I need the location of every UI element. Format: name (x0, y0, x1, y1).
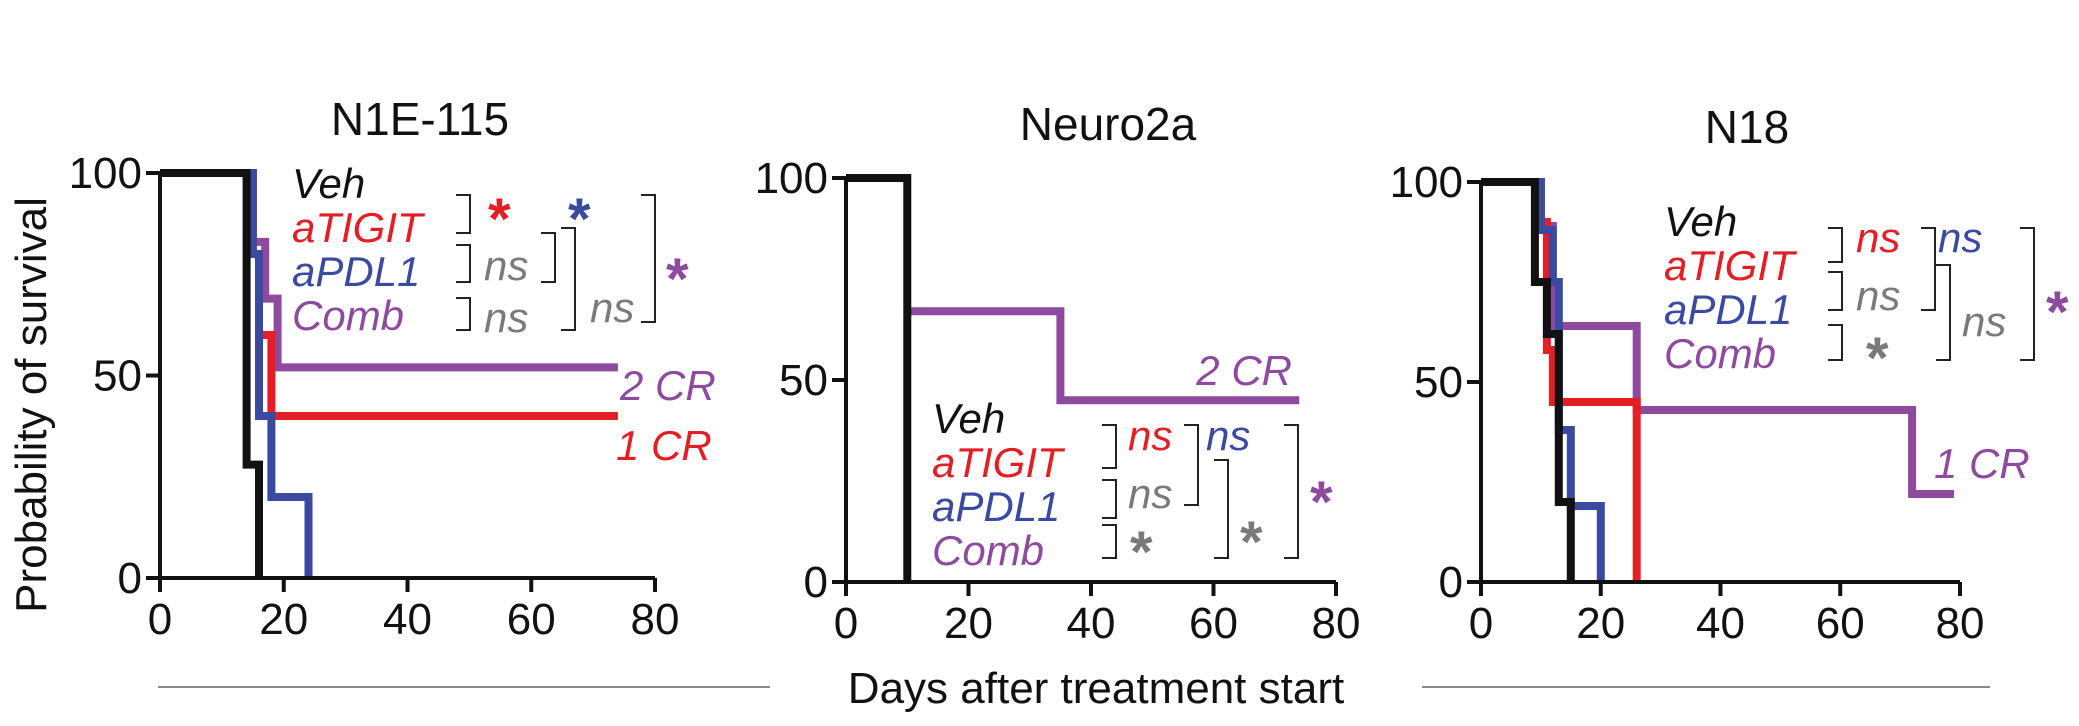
x-tick-label: 60 (507, 595, 556, 644)
significance-bracket (1921, 227, 1936, 311)
x-tick-label: 0 (834, 599, 858, 648)
significance-bracket (456, 297, 471, 331)
chart-title: Neuro2a (1020, 98, 1197, 150)
y-tick-label: 100 (69, 149, 142, 198)
x-axis-label: Days after treatment start (848, 664, 1344, 713)
series-line-veh (846, 174, 912, 582)
significance-bracket (456, 194, 471, 234)
significance-star: * (1866, 326, 1889, 391)
x-tick-label: 20 (1576, 599, 1625, 648)
annotation-1-cr: 1 CR (616, 422, 712, 469)
y-tick-label: 50 (779, 356, 828, 405)
significance-ns: ns (1128, 470, 1172, 517)
x-tick-label: 0 (1469, 599, 1493, 648)
x-tick-label: 80 (1312, 599, 1361, 648)
significance-ns: ns (590, 284, 634, 331)
x-tick-label: 80 (1936, 599, 1985, 648)
legend-comb: Comb (1664, 330, 1776, 377)
significance-bracket (1184, 424, 1199, 506)
significance-bracket (1102, 524, 1117, 559)
legend-veh: Veh (292, 160, 365, 207)
y-tick-label: 100 (1390, 158, 1463, 207)
significance-star: * (488, 187, 511, 252)
annotation-1-cr: 1 CR (1934, 440, 2030, 487)
x-tick-label: 40 (383, 595, 432, 644)
significance-bracket (1828, 227, 1843, 263)
series-line-apdl1 (1481, 178, 1605, 582)
panel-n1e-115: N1E-115 0 20 40 60 80 0 50 100 VehaTIGITaPDL1Comb… (69, 93, 716, 644)
significance-ns: ns (484, 242, 528, 289)
significance-bracket (561, 227, 576, 331)
legend-apdl1: aPDL1 (932, 483, 1060, 530)
significance-bracket (1214, 459, 1229, 559)
series-line-veh (160, 169, 263, 578)
x-tick-label: 20 (944, 599, 993, 648)
y-tick-label: 50 (93, 352, 142, 401)
significance-bracket (456, 244, 471, 283)
legend-apdl1: aPDL1 (1664, 286, 1792, 333)
significance-ns: ns (1206, 412, 1250, 459)
y-tick-label: 0 (804, 558, 828, 607)
x-tick-label: 40 (1067, 599, 1116, 648)
significance-bracket (2020, 227, 2035, 361)
x-tick-label: 20 (259, 595, 308, 644)
legend-veh: Veh (1664, 198, 1737, 245)
significance-bracket (1936, 264, 1951, 361)
annotation-2-cr: 2 CR (619, 362, 716, 409)
significance-bracket (541, 232, 556, 283)
legend-atigit: aTIGIT (932, 439, 1066, 486)
y-axis-label: Probability of survival (7, 197, 56, 613)
series-line-comb (907, 307, 1300, 405)
x-tick-label: 0 (148, 595, 172, 644)
significance-bracket (1284, 424, 1299, 559)
legend-atigit: aTIGIT (1664, 242, 1798, 289)
x-tick-label: 60 (1816, 599, 1865, 648)
significance-bracket (641, 194, 656, 323)
y-tick-label: 0 (118, 554, 142, 603)
x-tick-label: 80 (631, 595, 680, 644)
legend-veh: Veh (932, 395, 1005, 442)
series-line-veh (1481, 178, 1575, 582)
significance-bracket (1102, 479, 1117, 519)
panel-neuro2a: Neuro2a 0 20 40 60 80 0 50 100 VehaTIGITaPDL1Comb… (755, 98, 1361, 648)
annotation-2-cr: 2 CR (1195, 347, 1292, 394)
significance-star: * (568, 187, 591, 252)
chart-title: N18 (1705, 101, 1789, 153)
chart-title: N1E-115 (331, 93, 509, 145)
significance-ns: ns (1962, 298, 2006, 345)
significance-bracket (1828, 324, 1843, 361)
significance-star: * (666, 247, 689, 312)
series-line-apdl1 (160, 169, 313, 578)
significance-ns: ns (1938, 214, 1982, 261)
x-tick-label: 60 (1189, 599, 1238, 648)
significance-star: * (1310, 470, 1333, 535)
significance-bracket (1828, 271, 1843, 311)
x-tick-label: 40 (1696, 599, 1745, 648)
legend-apdl1: aPDL1 (292, 248, 420, 295)
y-tick-label: 50 (1414, 358, 1463, 407)
significance-star: * (1130, 520, 1153, 585)
y-tick-label: 100 (755, 154, 828, 203)
significance-star: * (1240, 510, 1263, 575)
significance-ns: ns (1856, 272, 1900, 319)
legend-comb: Comb (932, 527, 1044, 574)
significance-ns: ns (1856, 214, 1900, 261)
significance-ns: ns (484, 294, 528, 341)
significance-star: * (2046, 280, 2069, 345)
y-tick-label: 0 (1439, 558, 1463, 607)
significance-bracket (1102, 424, 1117, 469)
legend-atigit: aTIGIT (292, 204, 426, 251)
legend-comb: Comb (292, 292, 404, 339)
significance-ns: ns (1128, 412, 1172, 459)
